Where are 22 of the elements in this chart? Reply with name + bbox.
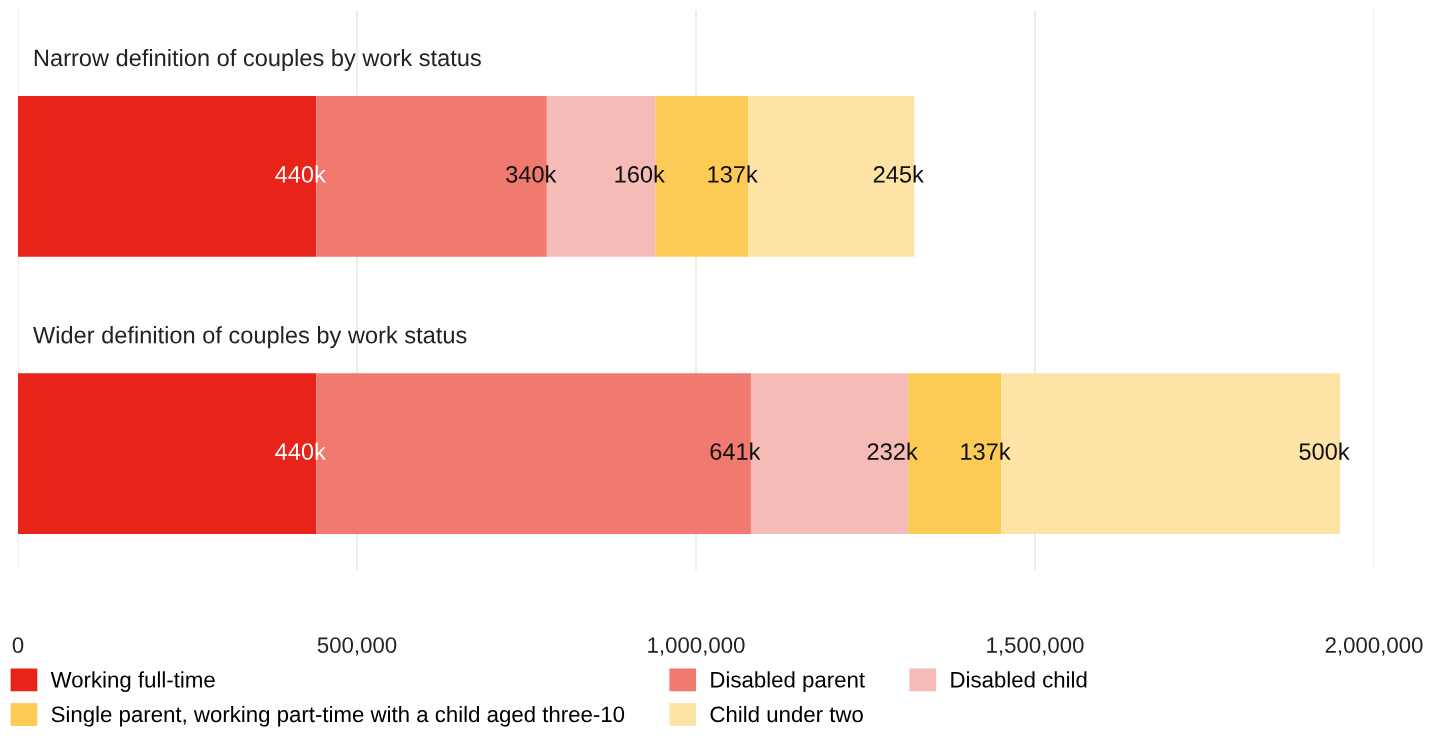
y-tick-label: Narrow definition of couples by work status <box>34 48 481 71</box>
x-tick-label: 1,000,000 <box>648 637 745 656</box>
y-tick-label: Wider definition of couples by work status <box>33 326 467 349</box>
legend-label: Disabled child <box>951 671 1087 688</box>
data-label: 440k <box>275 165 326 183</box>
legend-label: Single parent, working part-time with a child aged three-10 <box>51 705 625 727</box>
x-tick-label: 1,500,000 <box>987 637 1084 656</box>
legend-label: Working full-time <box>50 671 215 692</box>
data-label: 137k <box>961 442 1011 460</box>
x-tick-label: 0 <box>12 637 24 653</box>
data-label: 160k <box>615 165 665 183</box>
data-label: 245k <box>873 165 924 183</box>
data-label: 500k <box>1299 442 1350 460</box>
data-label: 641k <box>710 442 761 460</box>
data-label: 137k <box>708 165 758 183</box>
x-tick-label: 500,000 <box>317 637 397 656</box>
x-tick-label: 2,000,000 <box>1325 637 1423 656</box>
data-label: 340k <box>506 165 557 183</box>
data-label: 440k <box>275 442 326 460</box>
legend-label: Disabled parent <box>711 671 865 692</box>
data-label: 232k <box>867 442 918 460</box>
legend-label: Child under two <box>710 705 863 723</box>
